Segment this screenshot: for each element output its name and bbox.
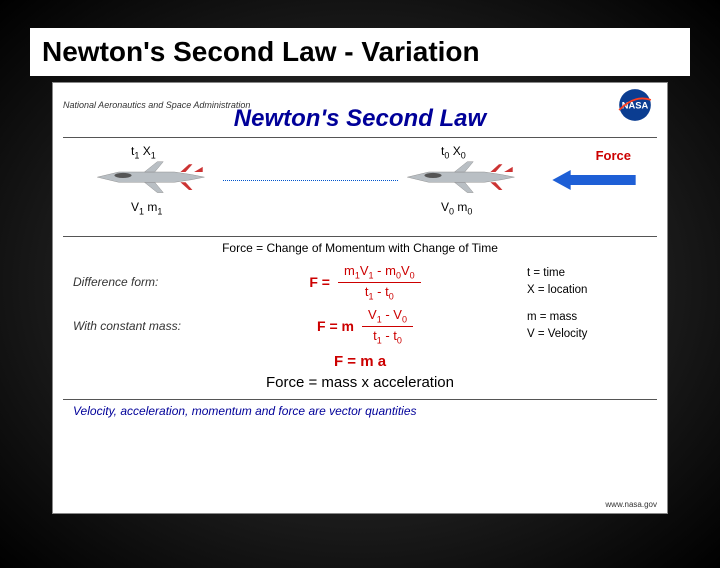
divider-mid xyxy=(63,236,657,237)
divider-bottom xyxy=(63,399,657,400)
constant-mass-row: With constant mass: F = m V1 - V0 t1 - t… xyxy=(73,307,647,345)
equations-section: Force = Change of Momentum with Change o… xyxy=(53,241,667,391)
jet-diagram: t1 X1 t0 X0 V1 m1 V0 m0 Force xyxy=(63,142,657,232)
divider-top xyxy=(63,137,657,138)
svg-text:NASA: NASA xyxy=(622,101,649,111)
legend-top: t = time X = location xyxy=(527,265,647,300)
momentum-definition: Force = Change of Momentum with Change o… xyxy=(73,241,647,255)
slide-title: Newton's Second Law - Variation xyxy=(30,28,690,76)
label-v0m0: V0 m0 xyxy=(441,200,472,216)
jet-right-icon xyxy=(403,160,523,194)
label-t0x0: t0 X0 xyxy=(441,144,466,160)
jet-left-icon xyxy=(93,160,213,194)
force-mass-accel: Force = mass x acceleration xyxy=(73,374,647,391)
difference-label: Difference form: xyxy=(73,275,203,289)
force-label: Force xyxy=(596,148,631,163)
nasa-logo-icon: NASA xyxy=(613,87,657,123)
constant-mass-label: With constant mass: xyxy=(73,319,203,333)
label-t1x1: t1 X1 xyxy=(131,144,156,160)
trajectory-line xyxy=(223,180,398,181)
difference-formula: F = m1V1 - m0V0 t1 - t0 xyxy=(203,263,527,301)
constant-mass-formula: F = m V1 - V0 t1 - t0 xyxy=(203,307,527,345)
fma-formula: F = m a xyxy=(73,353,647,370)
nasa-admin-text: National Aeronautics and Space Administr… xyxy=(63,100,250,110)
content-panel: National Aeronautics and Space Administr… xyxy=(52,82,668,514)
legend-bottom: m = mass V = Velocity xyxy=(527,309,647,344)
vector-footnote: Velocity, acceleration, momentum and for… xyxy=(73,404,647,418)
difference-form-row: Difference form: F = m1V1 - m0V0 t1 - t0… xyxy=(73,263,647,301)
label-v1m1: V1 m1 xyxy=(131,200,162,216)
force-arrow-icon xyxy=(549,170,639,190)
source-url: www.nasa.gov xyxy=(605,500,657,509)
